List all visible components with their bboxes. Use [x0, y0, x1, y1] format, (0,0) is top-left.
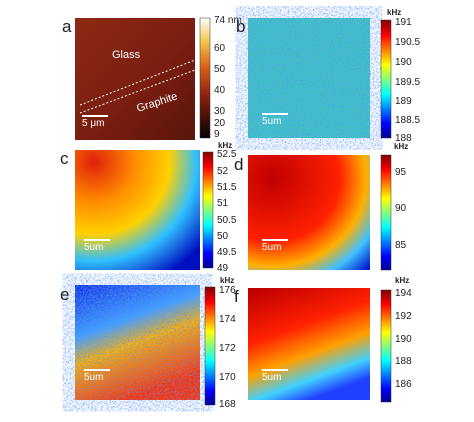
colorbar-unit: kHz	[394, 142, 408, 151]
colorbar-tick-label: 190	[395, 334, 412, 345]
scale-bar-label: 5 μm	[82, 118, 104, 129]
colorbar-unit: kHz	[218, 141, 232, 150]
colorbar-unit: kHz	[220, 276, 234, 285]
panel-label: d	[234, 155, 243, 174]
scale-bar-label: 5um	[262, 116, 281, 127]
colorbar-tick-label: 188	[395, 356, 412, 367]
colorbar-tick-label: 74 nm	[214, 15, 242, 26]
colorbar-tick-label: 9	[214, 129, 220, 140]
colorbar-tick-label: 95	[395, 167, 407, 178]
colorbar-tick-label: 176	[219, 285, 236, 296]
map-image	[75, 150, 200, 270]
colorbar-tick-label: 188	[395, 133, 412, 144]
panel-label: b	[236, 17, 245, 36]
map-noise	[248, 18, 370, 138]
colorbar	[202, 151, 214, 269]
colorbar	[380, 19, 392, 139]
map-image	[75, 18, 195, 140]
interface-line	[79, 69, 196, 114]
colorbar-tick-label: 51.5	[217, 182, 237, 193]
colorbar-tick-label: 191	[395, 17, 412, 28]
colorbar-tick-label: 168	[219, 399, 236, 410]
scale-bar-label: 5um	[84, 372, 103, 383]
colorbar-tick-label: 51	[217, 198, 229, 209]
scale-bar-label: 5um	[262, 242, 281, 253]
scale-bar-label: 5um	[84, 242, 103, 253]
scale-bar-label: 5um	[262, 372, 281, 383]
colorbar-tick-label: 49.5	[217, 247, 237, 258]
interface-line	[79, 59, 196, 106]
colorbar-tick-label: 30	[214, 106, 226, 117]
colorbar-tick-label: 190	[395, 57, 412, 68]
annotation: Glass	[112, 49, 141, 61]
map-noise	[75, 285, 200, 400]
map-image	[248, 155, 370, 270]
colorbar-tick-label: 52.5	[217, 149, 237, 160]
colorbar-unit: kHz	[387, 8, 401, 17]
panel-label: c	[60, 149, 69, 168]
colorbar-tick-label: 192	[395, 311, 412, 322]
map-image	[248, 288, 370, 400]
colorbar-tick-label: 20	[214, 118, 226, 129]
colorbar	[380, 289, 392, 403]
colorbar-tick-label: 172	[219, 343, 236, 354]
panel-label: f	[234, 287, 239, 306]
colorbar-tick-label: 49	[217, 263, 229, 274]
colorbar-tick-label: 40	[214, 85, 226, 96]
colorbar-tick-label: 188.5	[395, 115, 420, 126]
colorbar-tick-label: 190.5	[395, 37, 420, 48]
colorbar-tick-label: 90	[395, 203, 407, 214]
colorbar-tick-label: 52	[217, 166, 229, 177]
panel-label: e	[60, 285, 69, 304]
colorbar	[204, 286, 216, 406]
colorbar-tick-label: 60	[214, 43, 226, 54]
colorbar-tick-label: 174	[219, 314, 236, 325]
panel-label: a	[62, 17, 72, 36]
colorbar-tick-label: 50.5	[217, 215, 237, 226]
colorbar-tick-label: 194	[395, 288, 412, 299]
colorbar-tick-label: 189	[395, 96, 412, 107]
colorbar-tick-label: 170	[219, 372, 236, 383]
colorbar-tick-label: 50	[214, 64, 226, 75]
colorbar-tick-label: 85	[395, 240, 407, 251]
colorbar-unit: kHz	[395, 276, 409, 285]
colorbar-tick-label: 189.5	[395, 77, 420, 88]
colorbar	[380, 154, 392, 271]
colorbar-tick-label: 50	[217, 231, 229, 242]
colorbar-tick-label: 186	[395, 379, 412, 390]
colorbar	[199, 17, 211, 139]
